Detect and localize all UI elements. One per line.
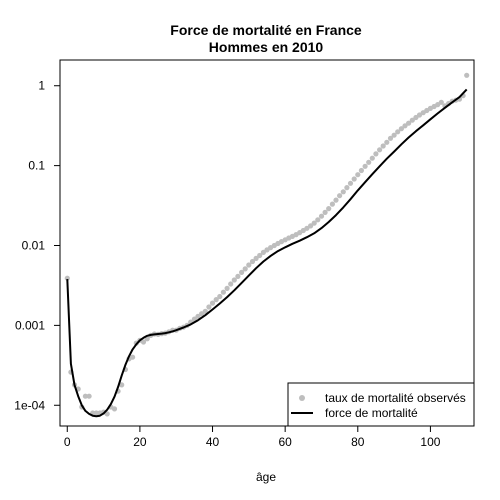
legend-label-force: force de mortalité: [325, 406, 418, 420]
observed-rate-point: [395, 129, 401, 135]
observed-rate-point: [206, 304, 212, 310]
x-tick-label: 20: [133, 435, 147, 449]
x-tick-label: 80: [351, 435, 365, 449]
observed-rate-point: [235, 273, 241, 279]
observed-rate-point: [373, 151, 379, 157]
y-tick-label: 1: [38, 79, 45, 93]
legend-label-observed: taux de mortalité observés: [325, 391, 466, 405]
chart-subtitle: Hommes en 2010: [209, 39, 324, 55]
observed-rate-point: [311, 220, 317, 226]
observed-rate-point: [231, 277, 237, 283]
observed-rate-point: [217, 293, 223, 300]
observed-rate-point: [64, 275, 70, 281]
legend-box: [287, 382, 475, 427]
observed-rate-point: [82, 393, 88, 399]
observed-rate-point: [93, 410, 99, 416]
chart-title: Force de mortalité en France: [170, 22, 362, 38]
observed-rate-point: [318, 213, 325, 219]
x-tick-label: 60: [278, 435, 292, 449]
observed-rate-point: [409, 117, 415, 123]
observed-rate-point: [340, 189, 346, 195]
observed-rate-point: [213, 297, 219, 303]
observed-rate-point: [304, 225, 310, 231]
observed-rate-point: [242, 266, 248, 272]
observed-rate-point: [202, 308, 208, 314]
observed-rate-point: [362, 163, 368, 169]
x-tick-label: 40: [206, 435, 220, 449]
observed-rate-point: [253, 255, 259, 261]
x-tick-label: 100: [420, 435, 440, 449]
observed-rate-point: [355, 172, 361, 178]
force-of-mortality-line: [66, 88, 468, 418]
legend: taux de mortalité observés force de mort…: [287, 382, 475, 427]
observed-rate-point: [380, 143, 386, 149]
x-axis: 0 20 40 60 80 100: [64, 426, 441, 449]
observed-points: [64, 72, 470, 417]
observed-rate-point: [195, 313, 201, 319]
observed-rate-point: [246, 262, 252, 268]
observed-rate-point: [140, 339, 147, 345]
observed-rate-point: [358, 167, 364, 174]
observed-rate-point: [337, 193, 343, 199]
observed-rate-point: [86, 393, 92, 399]
observed-rate-point: [199, 311, 205, 317]
observed-rate-point: [209, 300, 216, 306]
observed-rate-point: [351, 176, 357, 182]
observed-rate-point: [402, 123, 408, 129]
y-tick-label: 1e-04: [14, 398, 45, 412]
legend-point-marker: [299, 395, 305, 401]
observed-rate-point: [308, 223, 314, 229]
observed-rate-point: [377, 147, 383, 153]
observed-rate-point: [366, 159, 372, 165]
observed-rate-point: [220, 289, 226, 295]
y-tick-label: 0.01: [22, 238, 46, 252]
observed-rate-point: [322, 209, 328, 215]
observed-rate-point: [333, 197, 339, 203]
observed-rate-point: [398, 126, 404, 132]
observed-rate-point: [130, 354, 136, 360]
observed-rate-point: [111, 406, 118, 412]
observed-rate-point: [387, 135, 394, 141]
observed-rate-point: [228, 281, 234, 287]
y-tick-label: 0.1: [28, 159, 45, 173]
observed-rate-point: [416, 112, 423, 118]
observed-rate-point: [119, 382, 125, 388]
observed-rate-point: [369, 155, 375, 161]
observed-rate-point: [257, 252, 263, 259]
observed-rate-point: [104, 411, 110, 417]
hazard-line-group: [66, 88, 468, 418]
observed-rate-point: [347, 180, 354, 186]
y-tick-label: 0.001: [15, 318, 45, 332]
observed-rate-point: [384, 139, 390, 145]
observed-rate-point: [406, 120, 412, 126]
observed-rate-point: [329, 201, 335, 207]
x-axis-label: âge: [256, 470, 276, 484]
observed-rate-point: [249, 258, 256, 265]
observed-rate-point: [239, 269, 245, 275]
observed-rate-point: [315, 217, 321, 223]
y-axis: 1e-04 0.001 0.01 0.1 1: [14, 79, 60, 412]
observed-rate-point: [224, 285, 230, 291]
plot-frame: [59, 59, 475, 427]
x-tick-label: 0: [64, 435, 71, 449]
observed-rate-point: [438, 99, 444, 105]
observed-rate-point: [326, 206, 332, 212]
observed-rate-point: [391, 132, 397, 138]
observed-rate-point: [464, 72, 470, 78]
observed-rate-point: [344, 185, 350, 191]
